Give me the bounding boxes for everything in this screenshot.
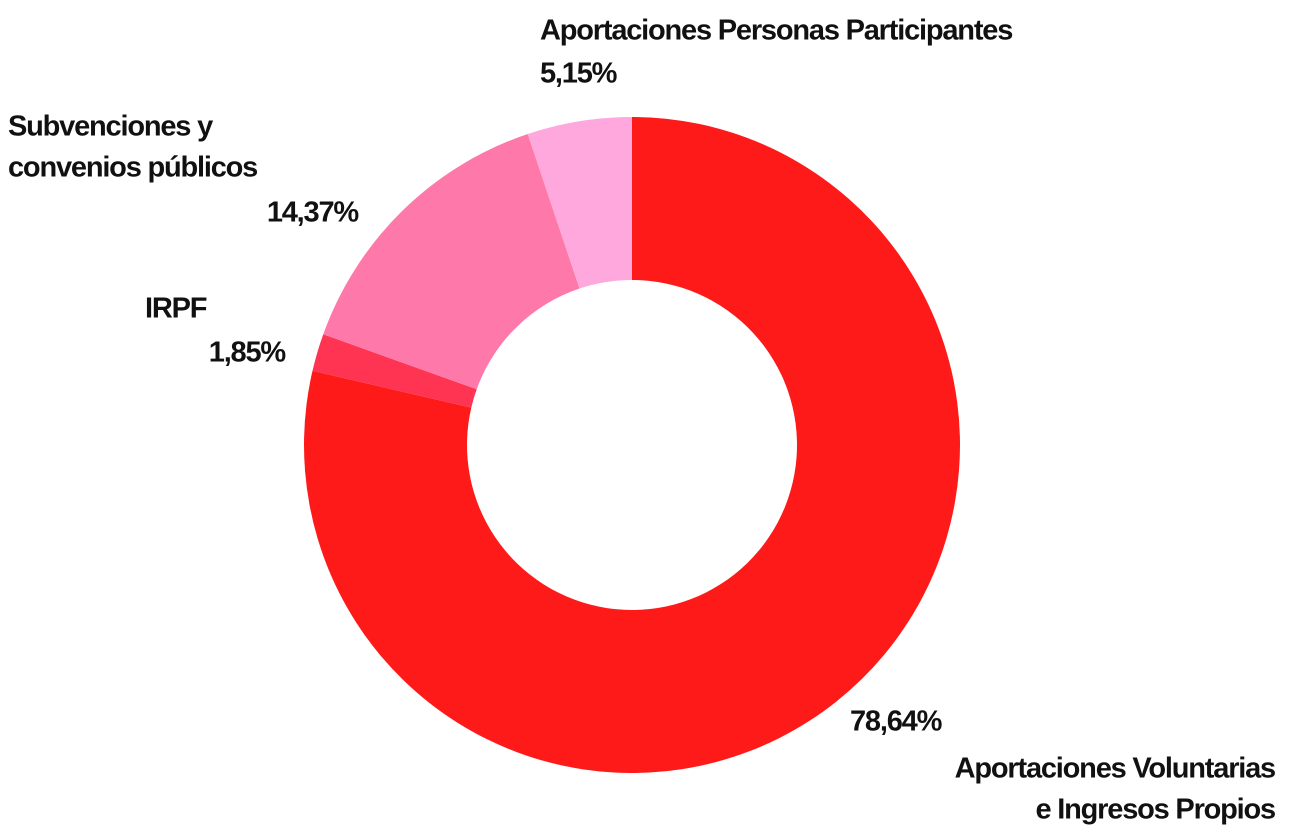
- value-label: 14,37%: [267, 197, 360, 229]
- value-label: 1,85%: [209, 337, 287, 369]
- slice-label: IRPF: [145, 293, 207, 325]
- slice-label: e Ingresos Propios: [1036, 794, 1276, 826]
- slice-label: Aportaciones Personas Participantes: [540, 15, 1012, 47]
- slice: [312, 334, 477, 408]
- slice: [527, 117, 632, 289]
- slice: [323, 134, 580, 390]
- value-label: 5,15%: [540, 58, 618, 90]
- slice-label: Aportaciones Voluntarias: [955, 753, 1275, 785]
- slice-label: convenios públicos: [8, 152, 257, 184]
- value-label: 78,64%: [850, 706, 943, 738]
- slice: [303, 117, 961, 774]
- slice-label: Subvenciones y: [8, 111, 213, 143]
